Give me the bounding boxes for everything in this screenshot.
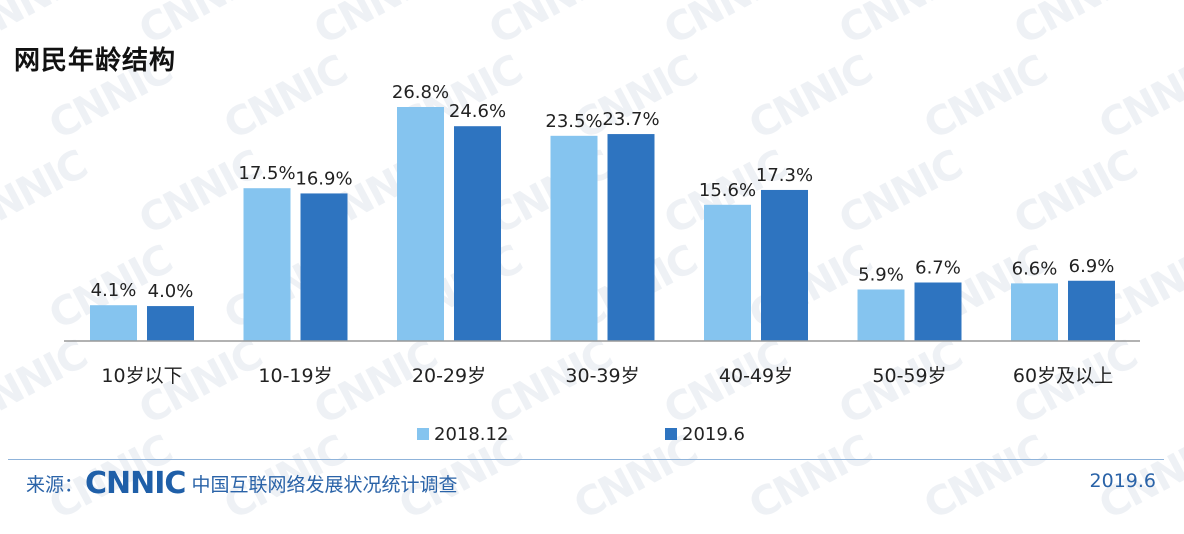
bar: [454, 126, 501, 341]
bar: [550, 135, 598, 341]
source-label: 来源：: [26, 474, 84, 496]
x-tick-label: 40-49岁: [719, 365, 793, 387]
legend-label: 2018.12: [434, 424, 508, 445]
x-tick-label: 60岁及以上: [1013, 365, 1113, 387]
legend-label: 2019.6: [682, 424, 745, 445]
bar: [397, 107, 444, 341]
chart-title: 网民年龄结构: [14, 46, 177, 76]
x-tick-label: 10-19岁: [258, 365, 332, 387]
x-tick-label: 20-29岁: [412, 365, 486, 387]
data-label: 15.6%: [699, 180, 756, 201]
x-tick-label: 30-39岁: [565, 365, 639, 387]
bar: [90, 305, 137, 341]
data-label: 26.8%: [392, 82, 449, 103]
bar: [243, 188, 291, 341]
bar: [761, 189, 808, 341]
bar: [704, 204, 751, 341]
bar: [1011, 283, 1058, 341]
legend-swatch: [665, 428, 677, 440]
legend-swatch: [417, 428, 429, 440]
data-label: 23.5%: [545, 111, 602, 132]
bar: [914, 282, 962, 341]
data-label: 4.1%: [91, 280, 137, 301]
data-label: 6.7%: [915, 258, 961, 279]
bar: [1068, 280, 1115, 341]
data-label: 6.9%: [1069, 256, 1115, 277]
x-tick-label: 10岁以下: [101, 365, 182, 387]
bar: [607, 134, 655, 341]
data-label: 24.6%: [449, 101, 506, 122]
data-label: 5.9%: [858, 264, 904, 285]
footer-date: 2019.6: [1089, 470, 1156, 492]
data-label: 23.7%: [602, 109, 659, 130]
source-text: 中国互联网络发展状况统计调查: [191, 474, 458, 496]
data-label: 4.0%: [148, 281, 194, 302]
footer-source: 来源： CNNIC 中国互联网络发展状况统计调查: [26, 466, 457, 501]
bar: [857, 289, 905, 341]
data-label: 6.6%: [1012, 258, 1058, 279]
data-label: 17.3%: [756, 165, 813, 186]
data-label: 17.5%: [238, 163, 295, 184]
footer-divider: [8, 459, 1164, 460]
x-tick-label: 50-59岁: [872, 365, 946, 387]
data-label: 16.9%: [295, 168, 352, 189]
bar: [300, 193, 348, 341]
bar: [147, 306, 194, 341]
cnnic-logo: CNNIC: [85, 466, 186, 501]
